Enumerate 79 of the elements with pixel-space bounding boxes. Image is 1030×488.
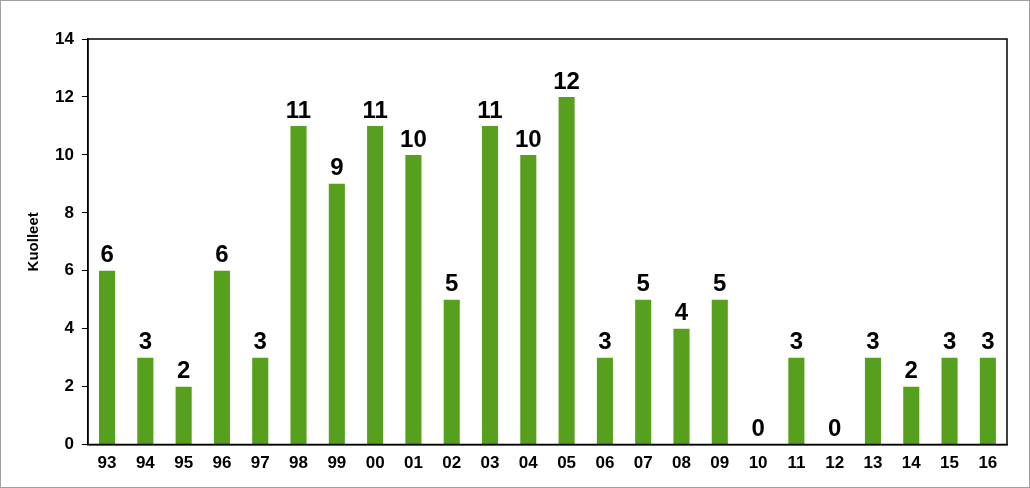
x-tick-label: 04 [518, 453, 539, 473]
data-label: 2 [176, 356, 191, 384]
y-tick-label: 2 [64, 376, 74, 396]
x-tick-label: 03 [480, 453, 500, 473]
x-tick-label: 93 [97, 453, 117, 473]
bar [481, 125, 499, 445]
x-tick-label: 05 [557, 453, 577, 473]
data-label: 5 [445, 269, 459, 297]
x-tick-label: 11 [787, 453, 806, 473]
bar [99, 270, 116, 445]
bar [596, 357, 613, 445]
data-label: 5 [636, 269, 650, 297]
x-tick-label: 09 [710, 453, 730, 473]
y-tick-label: 4 [64, 318, 75, 338]
bar [979, 357, 996, 445]
data-label: 0 [751, 414, 765, 442]
data-label: 3 [981, 327, 995, 355]
y-tick-label: 10 [54, 144, 74, 164]
data-label: 6 [215, 240, 229, 268]
x-tick-label: 95 [174, 453, 194, 473]
x-tick-label: 01 [403, 453, 423, 473]
x-tick-label: 99 [327, 453, 347, 473]
x-tick-label: 96 [212, 453, 232, 473]
bar [213, 270, 230, 445]
data-label: 10 [514, 124, 542, 152]
data-label: 10 [400, 124, 427, 152]
bar [903, 386, 920, 445]
bar [367, 125, 384, 445]
bar [711, 299, 728, 445]
bar [788, 357, 805, 445]
y-tick-label: 0 [64, 434, 74, 454]
bar [941, 357, 958, 445]
x-tick-label: 10 [748, 453, 768, 473]
data-label: 3 [866, 327, 880, 355]
bar [558, 96, 575, 445]
x-tick-label: 16 [978, 453, 998, 473]
y-axis-title: Kuolleet [24, 212, 42, 272]
x-tick-label: 94 [135, 453, 156, 473]
data-label: 3 [789, 327, 804, 355]
x-tick-label: 14 [901, 453, 922, 473]
x-tick-label: 12 [825, 453, 845, 473]
x-tick-label: 07 [633, 453, 653, 473]
data-label: 6 [100, 240, 114, 268]
x-tick-label: 98 [289, 453, 308, 473]
data-label: 9 [330, 153, 344, 181]
bar [252, 357, 269, 445]
x-tick-label: 15 [940, 453, 960, 473]
data-label: 4 [674, 298, 689, 326]
data-label: 0 [827, 414, 842, 442]
bar [520, 154, 537, 445]
x-tick-label: 06 [595, 453, 615, 473]
data-label: 12 [553, 66, 580, 94]
bar [137, 357, 154, 445]
bar [405, 154, 422, 445]
bar [328, 183, 345, 445]
data-label: 3 [138, 327, 153, 355]
x-tick-label: 97 [250, 453, 270, 473]
x-tick-label: 02 [442, 453, 462, 473]
data-label: 5 [713, 269, 727, 297]
data-label: 11 [477, 95, 503, 123]
bar [673, 328, 690, 445]
bar [290, 125, 307, 445]
data-label: 3 [598, 327, 612, 355]
x-tick-label: 08 [672, 453, 691, 473]
data-label: 11 [285, 95, 312, 123]
data-label: 11 [362, 95, 388, 123]
y-tick-label: 8 [64, 202, 74, 222]
bar [175, 386, 192, 445]
x-tick-label: 00 [365, 453, 385, 473]
bar [635, 299, 652, 445]
y-tick-label: 6 [64, 260, 74, 280]
data-label: 2 [904, 356, 918, 384]
bar [443, 299, 460, 445]
data-label: 3 [253, 327, 267, 355]
bar [864, 357, 882, 445]
y-tick-label: 14 [54, 28, 75, 48]
y-tick-label: 12 [54, 86, 74, 106]
data-label: 3 [942, 327, 957, 355]
x-tick-label: 13 [863, 453, 883, 473]
